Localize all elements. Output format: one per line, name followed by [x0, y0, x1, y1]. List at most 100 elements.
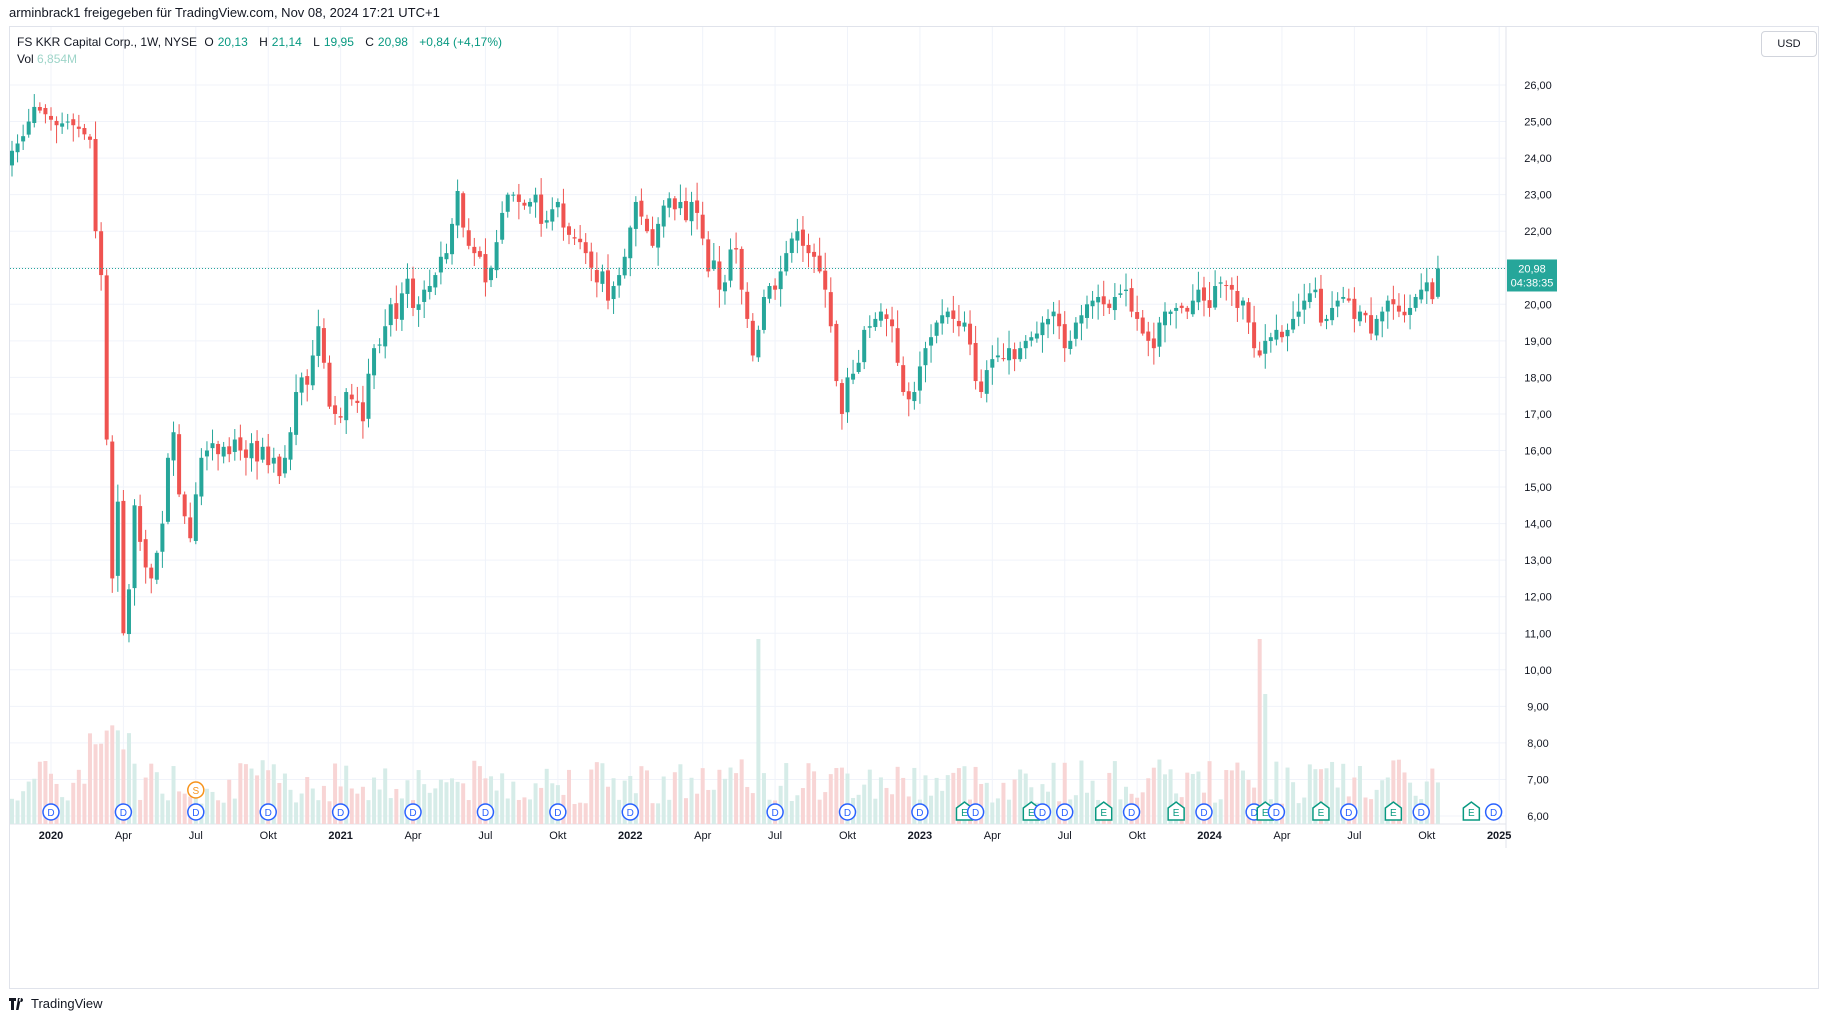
candle	[37, 102, 42, 114]
candle-body	[1313, 289, 1318, 293]
candle-body	[1162, 311, 1167, 326]
candle	[500, 201, 505, 244]
tradingview-brand[interactable]: TradingView	[9, 996, 103, 1011]
candle	[99, 222, 104, 291]
candle-body	[700, 214, 705, 239]
volume-bar	[1385, 777, 1390, 824]
candle	[578, 225, 583, 250]
candle	[929, 324, 934, 363]
candle	[968, 310, 973, 356]
dividend-icon	[1055, 803, 1074, 821]
candle	[700, 201, 705, 246]
volume-bar	[683, 798, 688, 824]
volume-bar	[171, 766, 176, 824]
volume-bar	[578, 802, 583, 824]
volume-bar	[37, 761, 42, 824]
volume-bar	[550, 783, 555, 824]
volume-bar	[890, 794, 895, 824]
event-label: D	[1273, 808, 1280, 819]
candle	[1073, 317, 1078, 347]
candle-body	[1112, 296, 1117, 311]
candle	[1357, 305, 1362, 327]
candle-body	[1207, 300, 1212, 308]
volume-bar	[1229, 770, 1234, 824]
candle-body	[806, 244, 811, 254]
volume-bar	[1302, 797, 1307, 824]
candle-body	[901, 365, 906, 393]
volume-bar	[399, 798, 404, 824]
candle-body	[1213, 286, 1218, 308]
candle	[940, 299, 945, 335]
candle-body	[104, 275, 109, 440]
currency-button[interactable]: USD	[1761, 31, 1817, 57]
volume-bar	[87, 733, 92, 824]
candle-body	[1068, 340, 1073, 349]
time-tick-label: 2023	[908, 830, 932, 842]
candle	[539, 178, 544, 237]
volume-bar	[221, 802, 226, 824]
volume-bar	[433, 788, 438, 824]
price-tick-label: 6,00	[1527, 811, 1548, 823]
dividend-icon	[1033, 803, 1052, 821]
candle-body	[745, 291, 750, 319]
event-marker-e: E	[1462, 801, 1481, 821]
volume-bar	[906, 796, 911, 824]
candle-body	[177, 434, 182, 495]
volume-bar	[282, 773, 287, 824]
candle-body	[956, 320, 961, 327]
candle-body	[450, 223, 455, 255]
candle-body	[795, 231, 800, 241]
candle	[26, 108, 31, 138]
candle-body	[906, 391, 911, 400]
candle	[366, 358, 371, 428]
volume-legend: Vol 6,854M	[17, 52, 77, 66]
candle-body	[316, 326, 321, 356]
candle	[149, 563, 154, 594]
candle-body	[1341, 296, 1346, 299]
candle	[1146, 321, 1151, 357]
candle-body	[299, 377, 304, 393]
volume-bar	[305, 777, 310, 824]
volume-bar	[288, 789, 293, 824]
candle	[1374, 315, 1379, 341]
event-label: E	[961, 808, 968, 819]
volume-bar	[26, 781, 31, 824]
candle-body	[1229, 284, 1234, 290]
candle-body	[934, 322, 939, 336]
candle-body	[472, 246, 477, 254]
candle	[689, 191, 694, 236]
price-tick-label: 10,00	[1524, 665, 1552, 677]
candle-body	[1346, 298, 1351, 301]
candle	[750, 313, 755, 362]
candle-body	[15, 143, 20, 153]
candle	[1185, 305, 1190, 320]
candle-body	[589, 251, 594, 268]
volume-bar	[383, 768, 388, 824]
candle-body	[1391, 299, 1396, 305]
event-label: D	[265, 808, 272, 819]
candle-body	[87, 136, 92, 140]
candle	[873, 312, 878, 331]
volume-bar	[333, 763, 338, 824]
volume-bar	[461, 783, 466, 824]
candle-body	[1129, 288, 1134, 312]
candle-body	[1352, 298, 1357, 319]
candle	[1268, 332, 1273, 353]
candle-body	[979, 381, 984, 393]
candle	[333, 395, 338, 425]
dividend-icon	[259, 803, 277, 821]
candle	[1413, 293, 1418, 312]
candle	[800, 216, 805, 262]
candle-body	[884, 314, 889, 319]
candle-body	[282, 457, 287, 474]
candle-body	[494, 242, 499, 271]
volume-bar	[873, 798, 878, 824]
candle-body	[622, 256, 627, 276]
candle-body	[1385, 300, 1390, 312]
volume-bar	[934, 777, 939, 824]
time-tick-label: Jul	[189, 830, 203, 842]
volume-bar	[689, 777, 694, 824]
candle	[221, 441, 226, 464]
dividend-icon	[1267, 803, 1286, 821]
